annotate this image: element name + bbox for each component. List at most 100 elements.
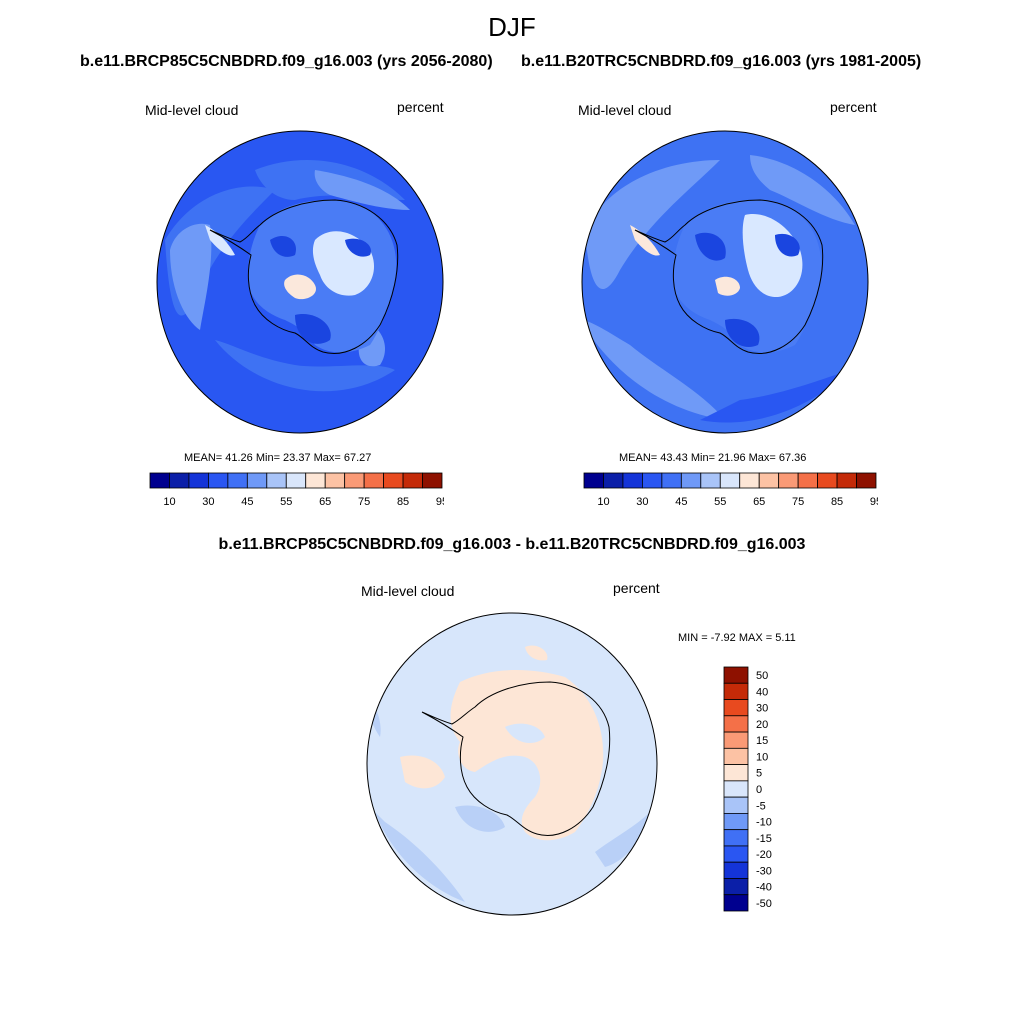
colorbar-swatch [363,472,384,489]
colorbar-swatch [622,472,643,489]
colorbar-swatch [324,472,346,489]
panel2-variable-label: Mid-level cloud [578,102,672,118]
colorbar-swatch [305,472,326,489]
colorbar-tick-label: -50 [756,898,772,910]
panel2-units-label: percent [830,99,877,115]
panel3-coastline [421,681,611,836]
colorbar-tick-label: 30 [202,496,214,508]
colorbar-tick-label: 5 [756,768,762,780]
panel1-low-cloud-area [295,314,331,344]
panel2-coastline [634,199,824,354]
colorbar-swatch [344,472,365,489]
colorbar-swatch [719,472,741,489]
colorbar-tick-label: 40 [756,686,768,698]
colorbar-swatch [723,894,749,912]
colorbar-swatch [246,472,268,489]
colorbar-tick-label: 65 [319,496,331,508]
panel2-plateau-peak [715,276,740,296]
colorbar-swatch [723,796,749,814]
colorbar-swatch [723,666,749,684]
colorbar-swatch [817,472,838,489]
panel1-coastline [209,199,399,354]
colorbar-tick-label: 10 [756,751,768,763]
colorbar-swatch [723,747,749,766]
panel1-map-border [156,130,444,434]
colorbar-tick-label: 85 [831,496,843,508]
colorbar-swatch [227,472,248,489]
colorbar-swatch [723,682,749,700]
colorbar-swatch [583,472,604,489]
colorbar-tick-label: 95 [436,496,444,508]
panel1-low-cloud-area [270,235,296,257]
panel2-low-cloud-area [695,232,726,261]
panel1-variable-label: Mid-level cloud [145,102,239,118]
panel1-plateau-peak [284,274,316,300]
panel2-title: b.e11.B20TRC5CNBDRD.f09_g16.003 (yrs 198… [521,53,922,70]
difference-title: b.e11.BRCP85C5CNBDRD.f09_g16.003 - b.e11… [218,536,806,553]
colorbar-swatch [680,472,702,489]
colorbar-swatch [208,472,229,489]
colorbar-swatch [739,472,760,489]
colorbar-swatch [383,472,404,489]
panel3-negative-area [455,805,505,832]
panel2-light-band [582,320,725,420]
panel3-positive-area [525,645,548,661]
panel2-polar-map [581,130,869,434]
colorbar-swatch [758,472,780,489]
panel1-light-band [170,223,212,330]
panel2-stats: MEAN= 43.43 Min= 21.96 Max= 67.36 [619,452,807,464]
panel2-colorbar: 10 30 45 55 65 75 85 95 [583,472,878,508]
colorbar-swatch [723,780,749,798]
colorbar-tick-label: 0 [756,784,762,796]
panel1-polar-map [156,130,444,434]
panel2-low-cloud-area [725,318,760,348]
colorbar-tick-label: -15 [756,833,772,845]
colorbar-tick-label: 20 [756,719,768,731]
colorbar-swatch [723,731,749,749]
colorbar-swatch [402,472,423,489]
colorbar-swatch [723,845,749,863]
colorbar-swatch [723,861,749,879]
colorbar-swatch [188,472,209,489]
panel2-map-border [581,130,869,434]
colorbar-swatch [836,472,857,489]
panel3-negative-area [595,812,650,867]
colorbar-tick-label: -5 [756,800,766,812]
colorbar-swatch [266,472,287,489]
panel3-positive-area [400,755,445,789]
colorbar-swatch [797,472,818,489]
colorbar-tick-label: 95 [870,496,878,508]
colorbar-swatch [700,472,721,489]
colorbar-swatch [642,472,663,489]
panel2-light-band [585,160,720,290]
panel3-units-label: percent [613,580,660,596]
colorbar-swatch [285,472,307,489]
colorbar-swatch [723,812,749,831]
colorbar-swatch [778,472,799,489]
colorbar-swatch [422,472,443,489]
colorbar-tick-label: -20 [756,849,772,861]
panel1-colorbar: 10 30 45 55 65 75 85 95 [149,472,444,508]
panel2-light-band [750,155,855,225]
colorbar-tick-label: -40 [756,882,772,894]
panel3-variable-label: Mid-level cloud [361,583,455,599]
panel2-peninsula-high [630,225,660,256]
colorbar-swatch [723,878,749,896]
panel1-title: b.e11.BRCP85C5CNBDRD.f09_g16.003 (yrs 20… [80,53,493,70]
panel1-units-label: percent [397,99,444,115]
panel1-stats: MEAN= 41.26 Min= 23.37 Max= 67.27 [184,452,372,464]
colorbar-swatch [169,472,190,489]
panel2-low-cloud-area [775,233,800,257]
colorbar-tick-label: 30 [756,703,768,715]
panel2-shading-band [700,370,850,423]
colorbar-tick-label: 10 [163,496,175,508]
panel3-near-zero-area [505,723,545,743]
colorbar-swatch [856,472,877,489]
colorbar-tick-label: 15 [756,735,768,747]
colorbar-swatch [603,472,624,489]
panel1-peninsula-high [205,225,235,256]
colorbar-tick-label: 50 [756,670,768,682]
panel3-positive-area [450,670,604,841]
colorbar-swatch [723,764,749,782]
